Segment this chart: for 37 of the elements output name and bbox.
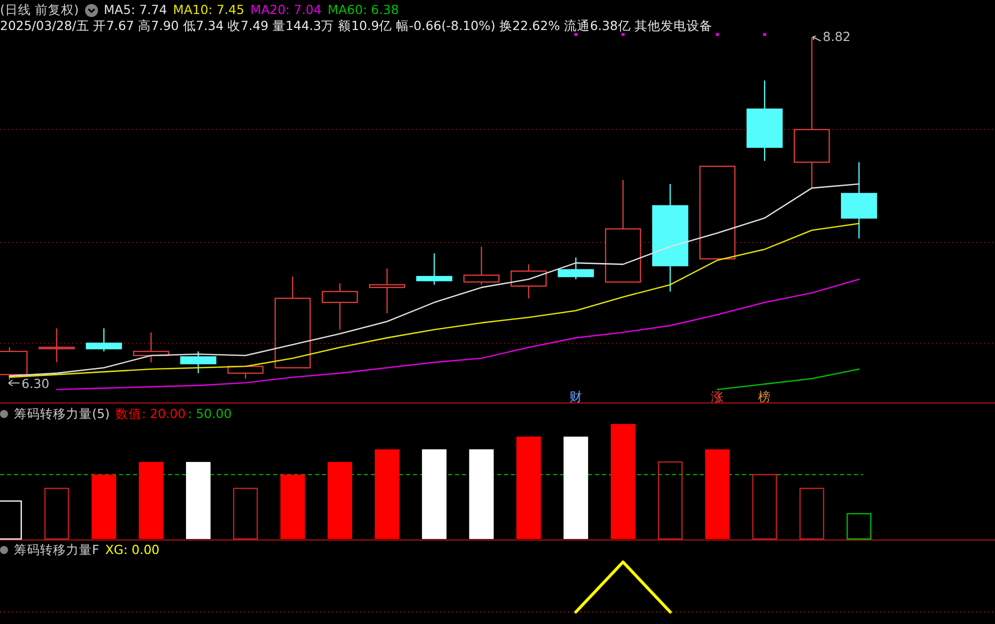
candlestick: [368, 268, 406, 314]
text: 财: [569, 389, 582, 404]
bar: [469, 449, 494, 539]
text: MA5: 7.74: [104, 2, 168, 18]
chart-subtitle: 2025/03/28/五 开7.67 高7.90 低7.34 收7.49 量144.3万 额10.9亿 幅-0.66(-8.10%) 换22.62% 流通6.38亿 其他发电设备: [0, 18, 713, 34]
bar: [799, 488, 824, 540]
bar: [610, 424, 636, 539]
text: : 50.00: [188, 406, 232, 422]
candlestick: [38, 328, 75, 363]
bar: [752, 474, 777, 540]
bar: [564, 436, 588, 539]
chart-title: (日线 前复权): [0, 2, 79, 18]
bar: [705, 449, 730, 539]
chart-title: 筹码转移力量(5): [14, 406, 110, 422]
chart-title: 筹码转移力量F: [14, 542, 100, 558]
bar: [658, 461, 683, 540]
bar: [186, 462, 211, 539]
bar: [138, 462, 164, 539]
candlestick: [416, 252, 452, 286]
text: MA60: 6.38: [328, 2, 399, 18]
bar: [233, 488, 258, 540]
bar: [92, 474, 116, 539]
text: MA20: 7.04: [250, 2, 322, 18]
bar: [280, 474, 305, 539]
bar: [846, 513, 872, 540]
annotation: 8.82: [822, 29, 851, 44]
text: XG: 0.00: [105, 542, 160, 558]
bar: [516, 436, 541, 539]
text: MA10: 7.45: [173, 2, 244, 18]
bar: [328, 462, 352, 539]
bar: [44, 488, 70, 540]
annotation: 6.30: [22, 376, 50, 391]
text: 数值: 20.00: [116, 406, 186, 422]
text: 涨: [710, 389, 724, 404]
bar: [422, 449, 447, 539]
bar: [374, 449, 400, 539]
text: 榜: [758, 389, 772, 404]
